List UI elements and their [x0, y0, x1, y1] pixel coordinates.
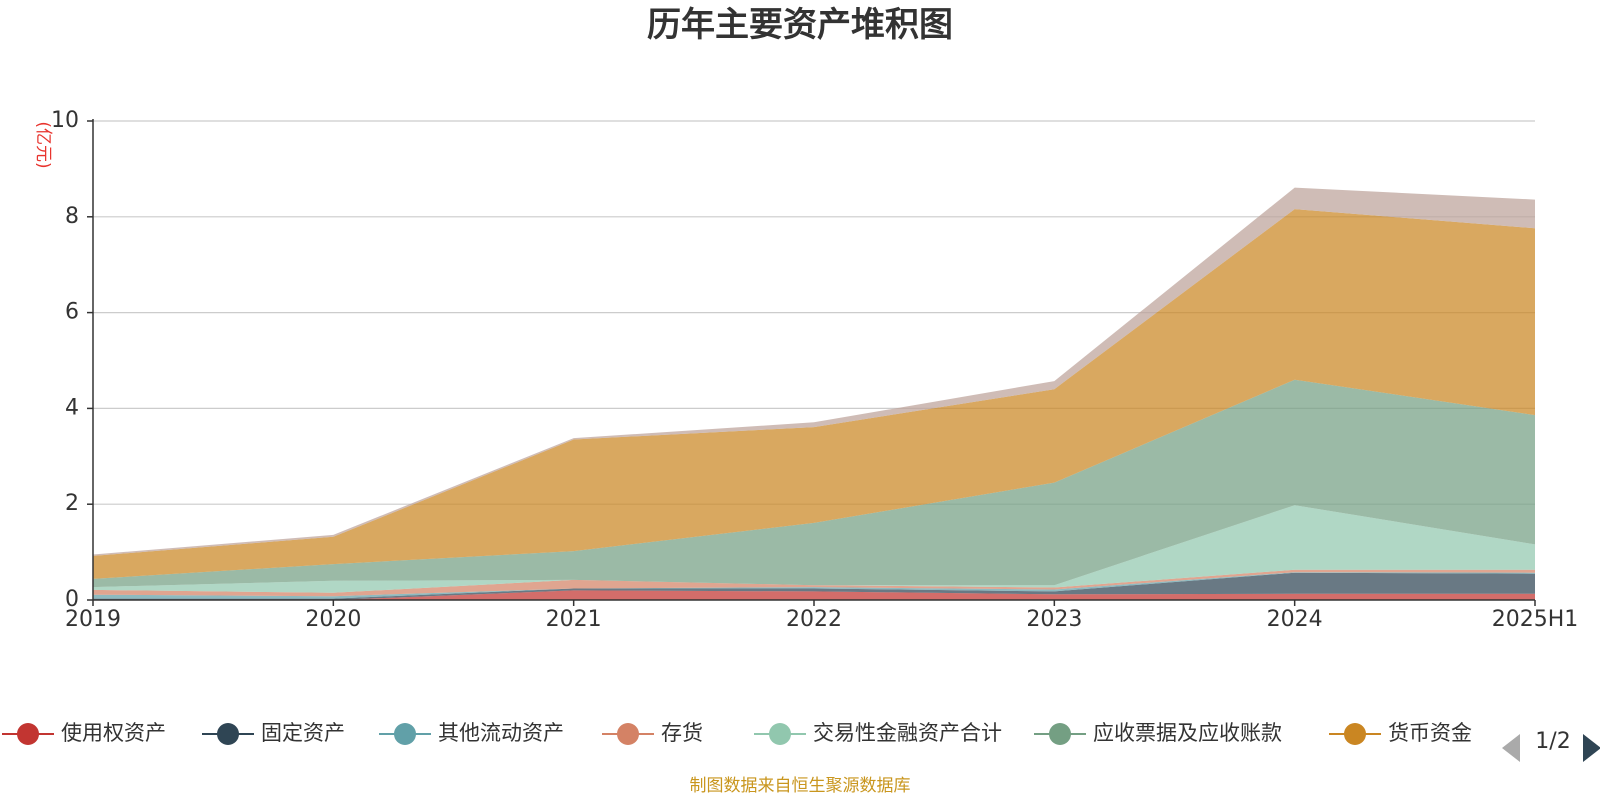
legend-item[interactable]: 固定资产 — [202, 721, 345, 745]
area-series-2 — [93, 572, 1535, 600]
legend-item[interactable]: 应收票据及应收账款 — [1034, 721, 1282, 745]
legend-item[interactable]: 使用权资产 — [2, 721, 166, 745]
data-source-note: 制图数据来自恒生聚源数据库 — [690, 776, 911, 796]
area-series — [93, 187, 1535, 600]
x-tick-label: 2025H1 — [1492, 607, 1579, 632]
area-series-1 — [93, 590, 1535, 600]
legend-label: 固定资产 — [261, 721, 345, 745]
legend-item[interactable]: 交易性金融资产合计 — [754, 721, 1002, 745]
legend-label: 应收票据及应收账款 — [1093, 721, 1282, 745]
x-tick-label: 2020 — [305, 607, 361, 632]
legend-marker-icon — [617, 723, 639, 745]
legend-item[interactable]: 其他流动资产 — [379, 721, 564, 745]
legend-pager: 1/2 — [1502, 729, 1600, 762]
legend-marker-icon — [394, 723, 416, 745]
legend-label: 交易性金融资产合计 — [813, 721, 1002, 745]
area-series-5 — [93, 505, 1535, 593]
x-tick-label: 2022 — [786, 607, 842, 632]
x-tick-label: 2021 — [546, 607, 602, 632]
legend-label: 存货 — [661, 721, 703, 745]
y-tick-label: 2 — [65, 491, 79, 516]
y-tick-label: 0 — [65, 587, 79, 612]
legend-item[interactable]: 货币资金 — [1329, 721, 1472, 745]
x-tick-label: 2023 — [1026, 607, 1082, 632]
area-series-6 — [93, 379, 1535, 588]
legend-label: 其他流动资产 — [438, 721, 564, 745]
legend-page-indicator: 1/2 — [1535, 729, 1570, 754]
legend-next-page-icon[interactable] — [1583, 734, 1600, 762]
y-tick-label: 10 — [51, 108, 79, 133]
y-tick-label: 4 — [65, 395, 79, 420]
legend-marker-icon — [1049, 723, 1071, 745]
legend-marker-icon — [217, 723, 239, 745]
chart-title: 历年主要资产堆积图 — [647, 5, 953, 45]
y-tick-label: 8 — [65, 204, 79, 229]
y-tick-label: 6 — [65, 300, 79, 325]
legend-marker-icon — [17, 723, 39, 745]
x-tick-label: 2019 — [65, 607, 121, 632]
legend-marker-icon — [1344, 723, 1366, 745]
area-series-3 — [93, 572, 1535, 599]
y-axis-unit-label: (亿元) — [33, 121, 53, 168]
legend-marker-icon — [769, 723, 791, 745]
legend: 使用权资产 固定资产 其他流动资产 存货 交易性金融资产合计 应收票据及应收账款 货币资金 — [2, 721, 1472, 745]
legend-label: 货币资金 — [1388, 721, 1472, 745]
area-series-7 — [93, 209, 1535, 579]
area-series-4 — [93, 569, 1535, 597]
legend-item[interactable]: 存货 — [602, 721, 703, 745]
legend-prev-page-icon[interactable] — [1502, 734, 1520, 762]
x-tick-label: 2024 — [1267, 607, 1323, 632]
legend-label: 使用权资产 — [61, 721, 166, 745]
axes: 0 2 4 6 8 10 2019 2020 2021 2022 2023 2024 2025H1 — [51, 108, 1578, 632]
